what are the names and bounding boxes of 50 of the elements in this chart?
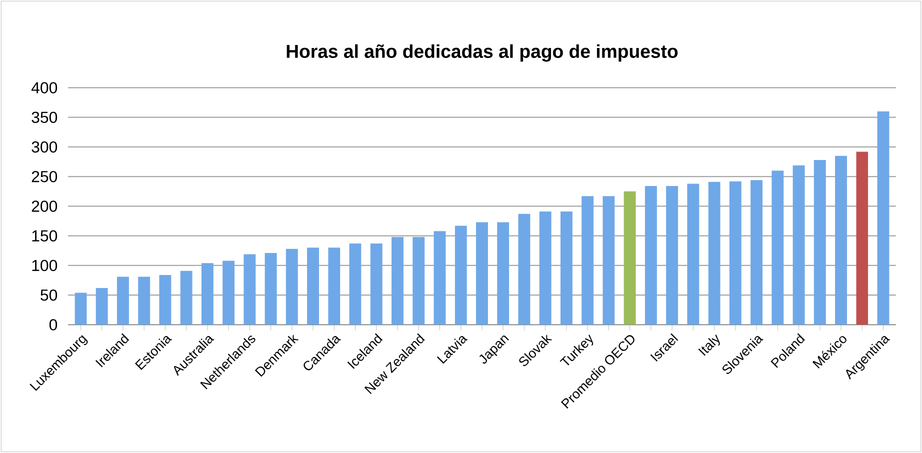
bar bbox=[180, 270, 192, 325]
bar bbox=[264, 253, 277, 325]
bar bbox=[518, 214, 530, 325]
bar bbox=[412, 237, 425, 325]
bar bbox=[328, 248, 340, 325]
bar bbox=[687, 184, 700, 325]
bar bbox=[74, 292, 87, 325]
y-tick-label: 150 bbox=[32, 230, 58, 242]
bar bbox=[772, 170, 784, 325]
bar bbox=[138, 276, 150, 325]
bar bbox=[602, 196, 615, 325]
bar bbox=[116, 276, 129, 325]
chart-title: Horas al año dedicadas al pago de impuesto bbox=[286, 44, 678, 62]
bar bbox=[201, 263, 214, 325]
bar bbox=[349, 244, 362, 325]
bar bbox=[835, 156, 847, 325]
bar bbox=[814, 160, 826, 325]
y-tick-label: 50 bbox=[40, 290, 58, 301]
bar bbox=[454, 226, 467, 325]
y-tick-label: 100 bbox=[32, 260, 58, 272]
y-tick-label: 250 bbox=[32, 171, 58, 182]
bar bbox=[392, 237, 404, 325]
bar bbox=[370, 244, 382, 325]
bar bbox=[856, 152, 868, 325]
bar bbox=[307, 248, 320, 325]
y-tick-label: 350 bbox=[32, 112, 58, 124]
bar bbox=[644, 186, 657, 325]
bar bbox=[666, 186, 678, 325]
bar bbox=[539, 212, 552, 325]
bar bbox=[582, 196, 594, 325]
bar bbox=[434, 231, 446, 325]
y-tick-label: 300 bbox=[32, 141, 58, 153]
bar bbox=[244, 254, 256, 325]
y-tick-label: 200 bbox=[32, 200, 58, 212]
bar bbox=[750, 180, 763, 325]
y-tick-label: 0 bbox=[49, 319, 58, 330]
bar bbox=[159, 275, 172, 325]
bar bbox=[560, 212, 572, 325]
y-tick-label: 400 bbox=[31, 82, 58, 94]
bar bbox=[476, 222, 488, 325]
bar bbox=[222, 260, 235, 325]
bar bbox=[286, 248, 298, 325]
bar bbox=[877, 111, 890, 325]
bar bbox=[729, 181, 742, 325]
x-tick-label: Italy bbox=[698, 334, 720, 356]
bar bbox=[708, 182, 720, 325]
bar bbox=[96, 288, 108, 325]
bar bbox=[792, 165, 805, 325]
bar bbox=[497, 222, 510, 325]
bar bbox=[624, 191, 636, 325]
